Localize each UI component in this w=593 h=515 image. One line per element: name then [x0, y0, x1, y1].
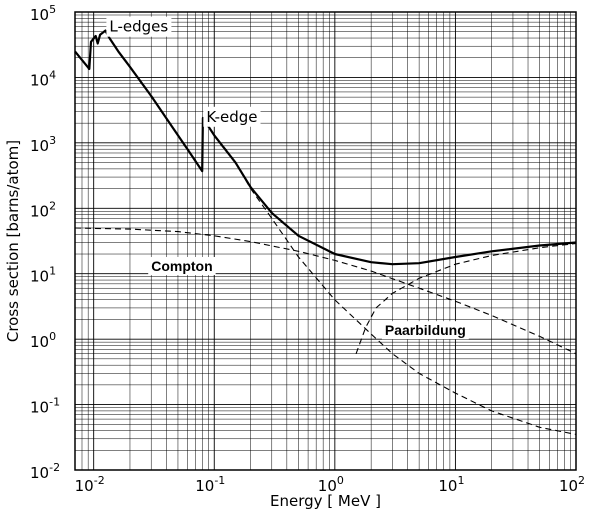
y-tick-label: 10-1: [30, 396, 60, 417]
annotation-label: Paarbildung: [385, 322, 466, 338]
grid: [74, 11, 577, 471]
x-tick-label: 10-2: [75, 474, 105, 495]
y-tick-label: 102: [30, 199, 56, 220]
x-axis-label: Energy [ MeV ]: [270, 492, 381, 510]
annotation-background: [203, 106, 261, 127]
x-tick-label: 10-1: [195, 474, 225, 495]
series-line-dashed: [74, 227, 577, 355]
y-tick-label: 10-2: [30, 461, 60, 482]
y-tick-label: 105: [30, 3, 56, 24]
x-tick-label: 101: [438, 474, 464, 495]
annotation-label: Compton: [151, 258, 212, 274]
annotation-label: L-edges: [109, 18, 168, 36]
series-line-dashed: [355, 242, 577, 354]
series-line-dashed: [235, 162, 577, 435]
series-layer: [74, 29, 577, 435]
x-tick-label: 100: [318, 474, 344, 495]
annotation-label: K-edge: [206, 108, 257, 126]
annotation-background: [381, 321, 469, 340]
annotation-background: [148, 257, 216, 276]
y-tick-label: 100: [30, 330, 56, 351]
series-line-total: [74, 29, 577, 266]
annotations: L-edges K-edge Compton Paarbildung: [106, 16, 469, 340]
x-tick-label: 102: [559, 474, 585, 495]
y-tick-label: 103: [30, 134, 56, 155]
tick-labels: 10-2 10-1 100 101 102 10-2 10-1 100 101 102 103 104…: [30, 3, 585, 495]
annotation-background: [106, 16, 172, 37]
y-tick-label: 104: [30, 68, 56, 89]
plot-frame: [74, 11, 577, 471]
y-axis-label: Cross section [barns/atom]: [4, 140, 22, 342]
y-tick-label: 101: [30, 265, 56, 286]
